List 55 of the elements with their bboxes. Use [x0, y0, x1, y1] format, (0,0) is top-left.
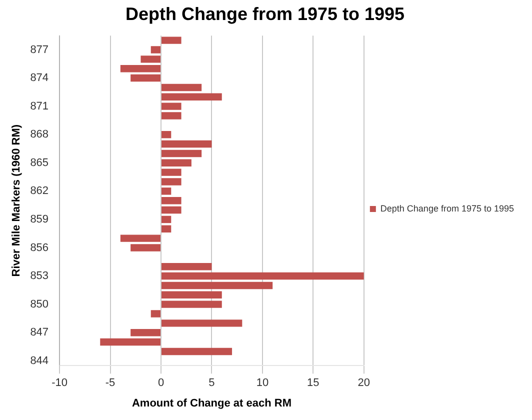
bar [162, 178, 182, 186]
bar [162, 112, 182, 120]
x-tick-label: 0 [158, 377, 164, 390]
x-tick-label: 10 [256, 377, 269, 390]
x-tick-label: -5 [105, 377, 116, 390]
bar [162, 84, 202, 92]
bar [120, 234, 161, 242]
bar [162, 150, 202, 158]
bar [120, 64, 161, 72]
bar [162, 188, 172, 195]
bar [130, 328, 161, 336]
bar [162, 36, 182, 44]
y-tick-label: 874 [30, 72, 49, 84]
bar [162, 206, 182, 214]
bar [150, 310, 161, 318]
bar [162, 216, 172, 224]
bar [162, 320, 242, 327]
legend-label: Depth Change from 1975 to 1995 [380, 203, 514, 214]
y-tick-label: 853 [30, 270, 49, 282]
x-tick-label: 20 [358, 377, 370, 390]
y-tick-label: 865 [30, 156, 49, 169]
chart-title: Depth Change from 1975 to 1995 [125, 4, 405, 24]
bar [162, 168, 182, 176]
bar [162, 140, 212, 148]
bar [130, 74, 161, 82]
bar [162, 348, 232, 356]
bar [162, 282, 273, 290]
y-tick-label: 856 [30, 242, 49, 254]
y-tick-label: 859 [30, 213, 49, 226]
y-tick-label: 862 [30, 185, 49, 198]
bar [150, 46, 161, 54]
bar [162, 262, 212, 270]
y-tick-label: 850 [30, 298, 49, 310]
y-tick-label: 871 [30, 100, 49, 112]
bar [162, 196, 182, 204]
x-tick-label: 5 [208, 377, 215, 390]
y-tick-label: 868 [30, 128, 49, 141]
bar [130, 244, 161, 252]
bar [100, 338, 161, 346]
x-tick-label: -10 [52, 377, 68, 390]
bar [162, 272, 364, 280]
bar [140, 56, 161, 63]
bar [162, 225, 172, 232]
bar [162, 93, 222, 100]
y-axis-title: River Mile Markers (1960 RM) [10, 124, 23, 277]
y-tick-label: 877 [30, 44, 49, 56]
bar [162, 130, 172, 138]
x-tick-label: 15 [307, 377, 320, 390]
bar [162, 159, 192, 166]
bar [162, 102, 182, 110]
x-axis-title: Amount of Change at each RM [132, 397, 292, 410]
y-tick-label: 844 [30, 354, 49, 367]
bar [162, 291, 222, 298]
y-tick-label: 847 [30, 326, 49, 339]
bar [162, 300, 222, 308]
